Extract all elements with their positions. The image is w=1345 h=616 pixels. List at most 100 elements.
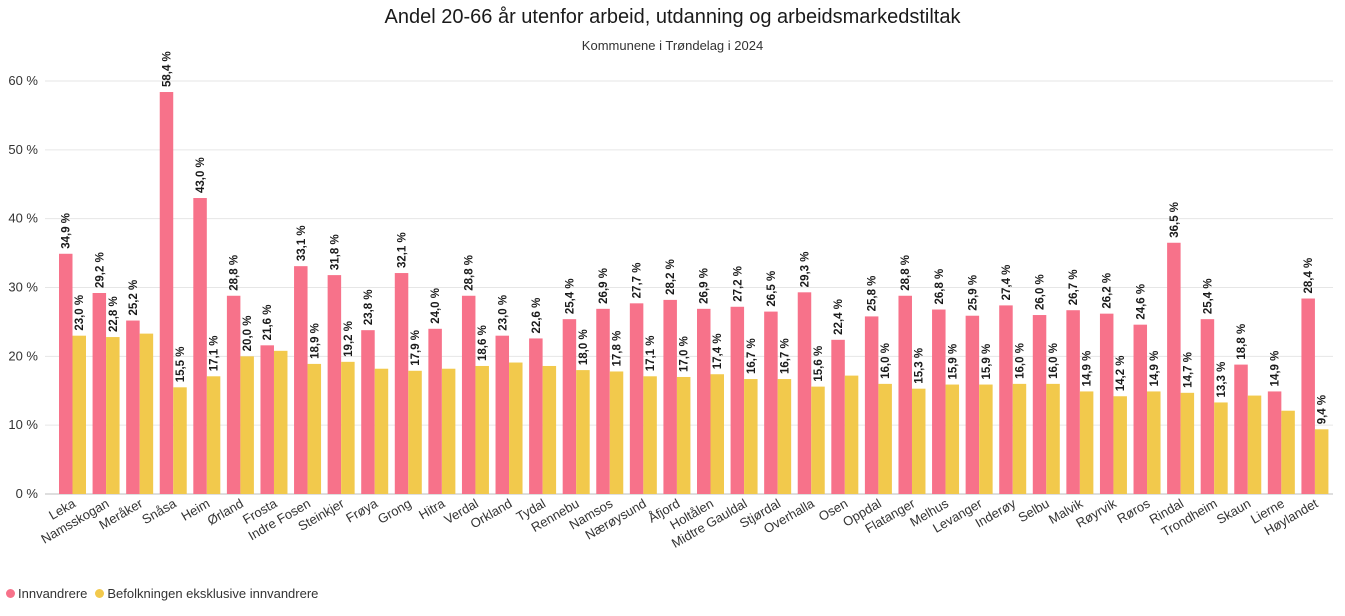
data-label: 16,0 % xyxy=(1014,343,1026,379)
data-label: 26,7 % xyxy=(1068,269,1080,305)
bar-befolkningen xyxy=(475,365,489,494)
bar-innvandrere xyxy=(764,311,778,494)
bar-befolkningen xyxy=(1046,383,1060,494)
data-label: 20,0 % xyxy=(242,316,254,352)
data-label: 15,5 % xyxy=(175,346,187,382)
data-label: 28,8 % xyxy=(464,255,476,291)
data-label: 17,9 % xyxy=(410,330,422,366)
x-tick-label: Røros xyxy=(1114,495,1153,526)
bar-innvandrere xyxy=(226,295,241,494)
bar-befolkningen xyxy=(307,363,322,494)
bar-befolkningen xyxy=(1214,402,1228,494)
data-label: 26,5 % xyxy=(766,271,778,307)
data-label: 14,9 % xyxy=(1082,351,1094,387)
bar-innvandrere xyxy=(730,306,745,494)
bar-befolkningen xyxy=(811,386,825,494)
data-label: 24,0 % xyxy=(430,288,442,324)
data-label: 27,2 % xyxy=(732,266,744,302)
data-label: 16,7 % xyxy=(746,338,758,374)
data-label: 28,8 % xyxy=(229,255,241,291)
bar-innvandrere xyxy=(126,320,140,494)
data-label: 15,9 % xyxy=(981,344,993,380)
bar-innvandrere xyxy=(193,198,207,494)
bar-befolkningen xyxy=(676,376,691,494)
data-label: 58,4 % xyxy=(161,51,173,87)
bar-innvandrere xyxy=(663,299,677,494)
bar-befolkningen xyxy=(273,350,288,494)
bar-innvandrere xyxy=(864,316,879,494)
x-tick-label: Frøya xyxy=(343,495,381,525)
data-label: 25,8 % xyxy=(867,276,879,312)
y-tick-label: 20 % xyxy=(8,348,38,363)
data-label: 16,0 % xyxy=(880,343,892,379)
data-label: 23,8 % xyxy=(363,289,375,325)
bar-innvandrere xyxy=(697,308,711,494)
bar-innvandrere xyxy=(831,339,845,494)
data-label: 16,0 % xyxy=(1048,343,1060,379)
bar-innvandrere xyxy=(797,292,812,494)
bar-befolkningen xyxy=(777,379,792,494)
bar-befolkningen xyxy=(441,368,456,494)
bar-befolkningen xyxy=(341,361,355,494)
data-label: 23,0 % xyxy=(74,295,86,331)
data-label: 14,2 % xyxy=(1115,355,1127,391)
bar-innvandrere xyxy=(361,330,375,494)
data-label: 17,1 % xyxy=(645,335,657,371)
x-tick-label: Skaun xyxy=(1214,496,1253,527)
data-label: 24,6 % xyxy=(1135,284,1147,320)
bar-innvandrere xyxy=(1133,324,1148,494)
y-tick-label: 50 % xyxy=(8,142,38,157)
legend-item-innvandrere[interactable]: Innvandrere xyxy=(6,586,87,601)
bar-befolkningen xyxy=(509,362,523,494)
data-label: 25,2 % xyxy=(128,280,140,316)
bar-innvandrere xyxy=(428,328,442,494)
bar-befolkningen xyxy=(1147,391,1161,494)
data-label: 13,3 % xyxy=(1216,362,1228,398)
data-label: 15,6 % xyxy=(813,346,825,382)
data-label: 25,4 % xyxy=(564,278,576,314)
data-label: 17,0 % xyxy=(679,336,691,372)
bar-befolkningen xyxy=(844,375,859,494)
bar-befolkningen xyxy=(106,337,120,494)
bar-befolkningen xyxy=(1012,383,1027,494)
bar-befolkningen xyxy=(1113,396,1127,494)
bar-befolkningen xyxy=(408,370,422,494)
legend-item-befolkningen[interactable]: Befolkningen eksklusive innvandrere xyxy=(95,586,318,601)
data-label: 25,9 % xyxy=(967,275,979,311)
data-label: 9,4 % xyxy=(1317,395,1329,424)
bar-innvandrere xyxy=(932,309,946,494)
bar-innvandrere xyxy=(1066,310,1080,494)
data-label: 14,9 % xyxy=(1270,351,1282,387)
y-tick-label: 60 % xyxy=(8,73,38,88)
bar-befolkningen xyxy=(609,371,624,494)
bar-innvandrere xyxy=(1267,391,1282,494)
bar-innvandrere xyxy=(1301,298,1315,494)
bar-befolkningen xyxy=(1314,429,1329,494)
data-label: 27,4 % xyxy=(1001,265,1013,301)
bar-innvandrere xyxy=(92,293,107,494)
bar-befolkningen xyxy=(710,374,724,494)
data-label: 29,3 % xyxy=(799,252,811,288)
y-tick-label: 0 % xyxy=(16,486,39,501)
bar-befolkningen xyxy=(374,368,389,494)
bar-befolkningen xyxy=(173,387,187,494)
data-label: 15,3 % xyxy=(914,348,926,384)
data-label: 36,5 % xyxy=(1169,202,1181,238)
data-label: 14,9 % xyxy=(1149,351,1161,387)
legend: Innvandrere Befolkningen eksklusive innv… xyxy=(6,586,320,601)
bar-befolkningen xyxy=(643,376,657,494)
bar-innvandrere xyxy=(327,275,342,494)
data-label: 26,0 % xyxy=(1035,274,1047,310)
bar-innvandrere xyxy=(1032,315,1047,494)
bar-innvandrere xyxy=(1167,242,1181,494)
data-label: 26,8 % xyxy=(934,269,946,305)
bar-innvandrere xyxy=(294,266,308,494)
y-tick-label: 10 % xyxy=(8,417,38,432)
data-label: 19,2 % xyxy=(343,321,355,357)
bar-innvandrere xyxy=(999,305,1013,494)
bar-innvandrere xyxy=(529,338,543,494)
bar-befolkningen xyxy=(1247,395,1262,494)
x-tick-label: Selbu xyxy=(1015,496,1051,526)
data-label: 15,9 % xyxy=(947,344,959,380)
bar-befolkningen xyxy=(139,333,154,494)
